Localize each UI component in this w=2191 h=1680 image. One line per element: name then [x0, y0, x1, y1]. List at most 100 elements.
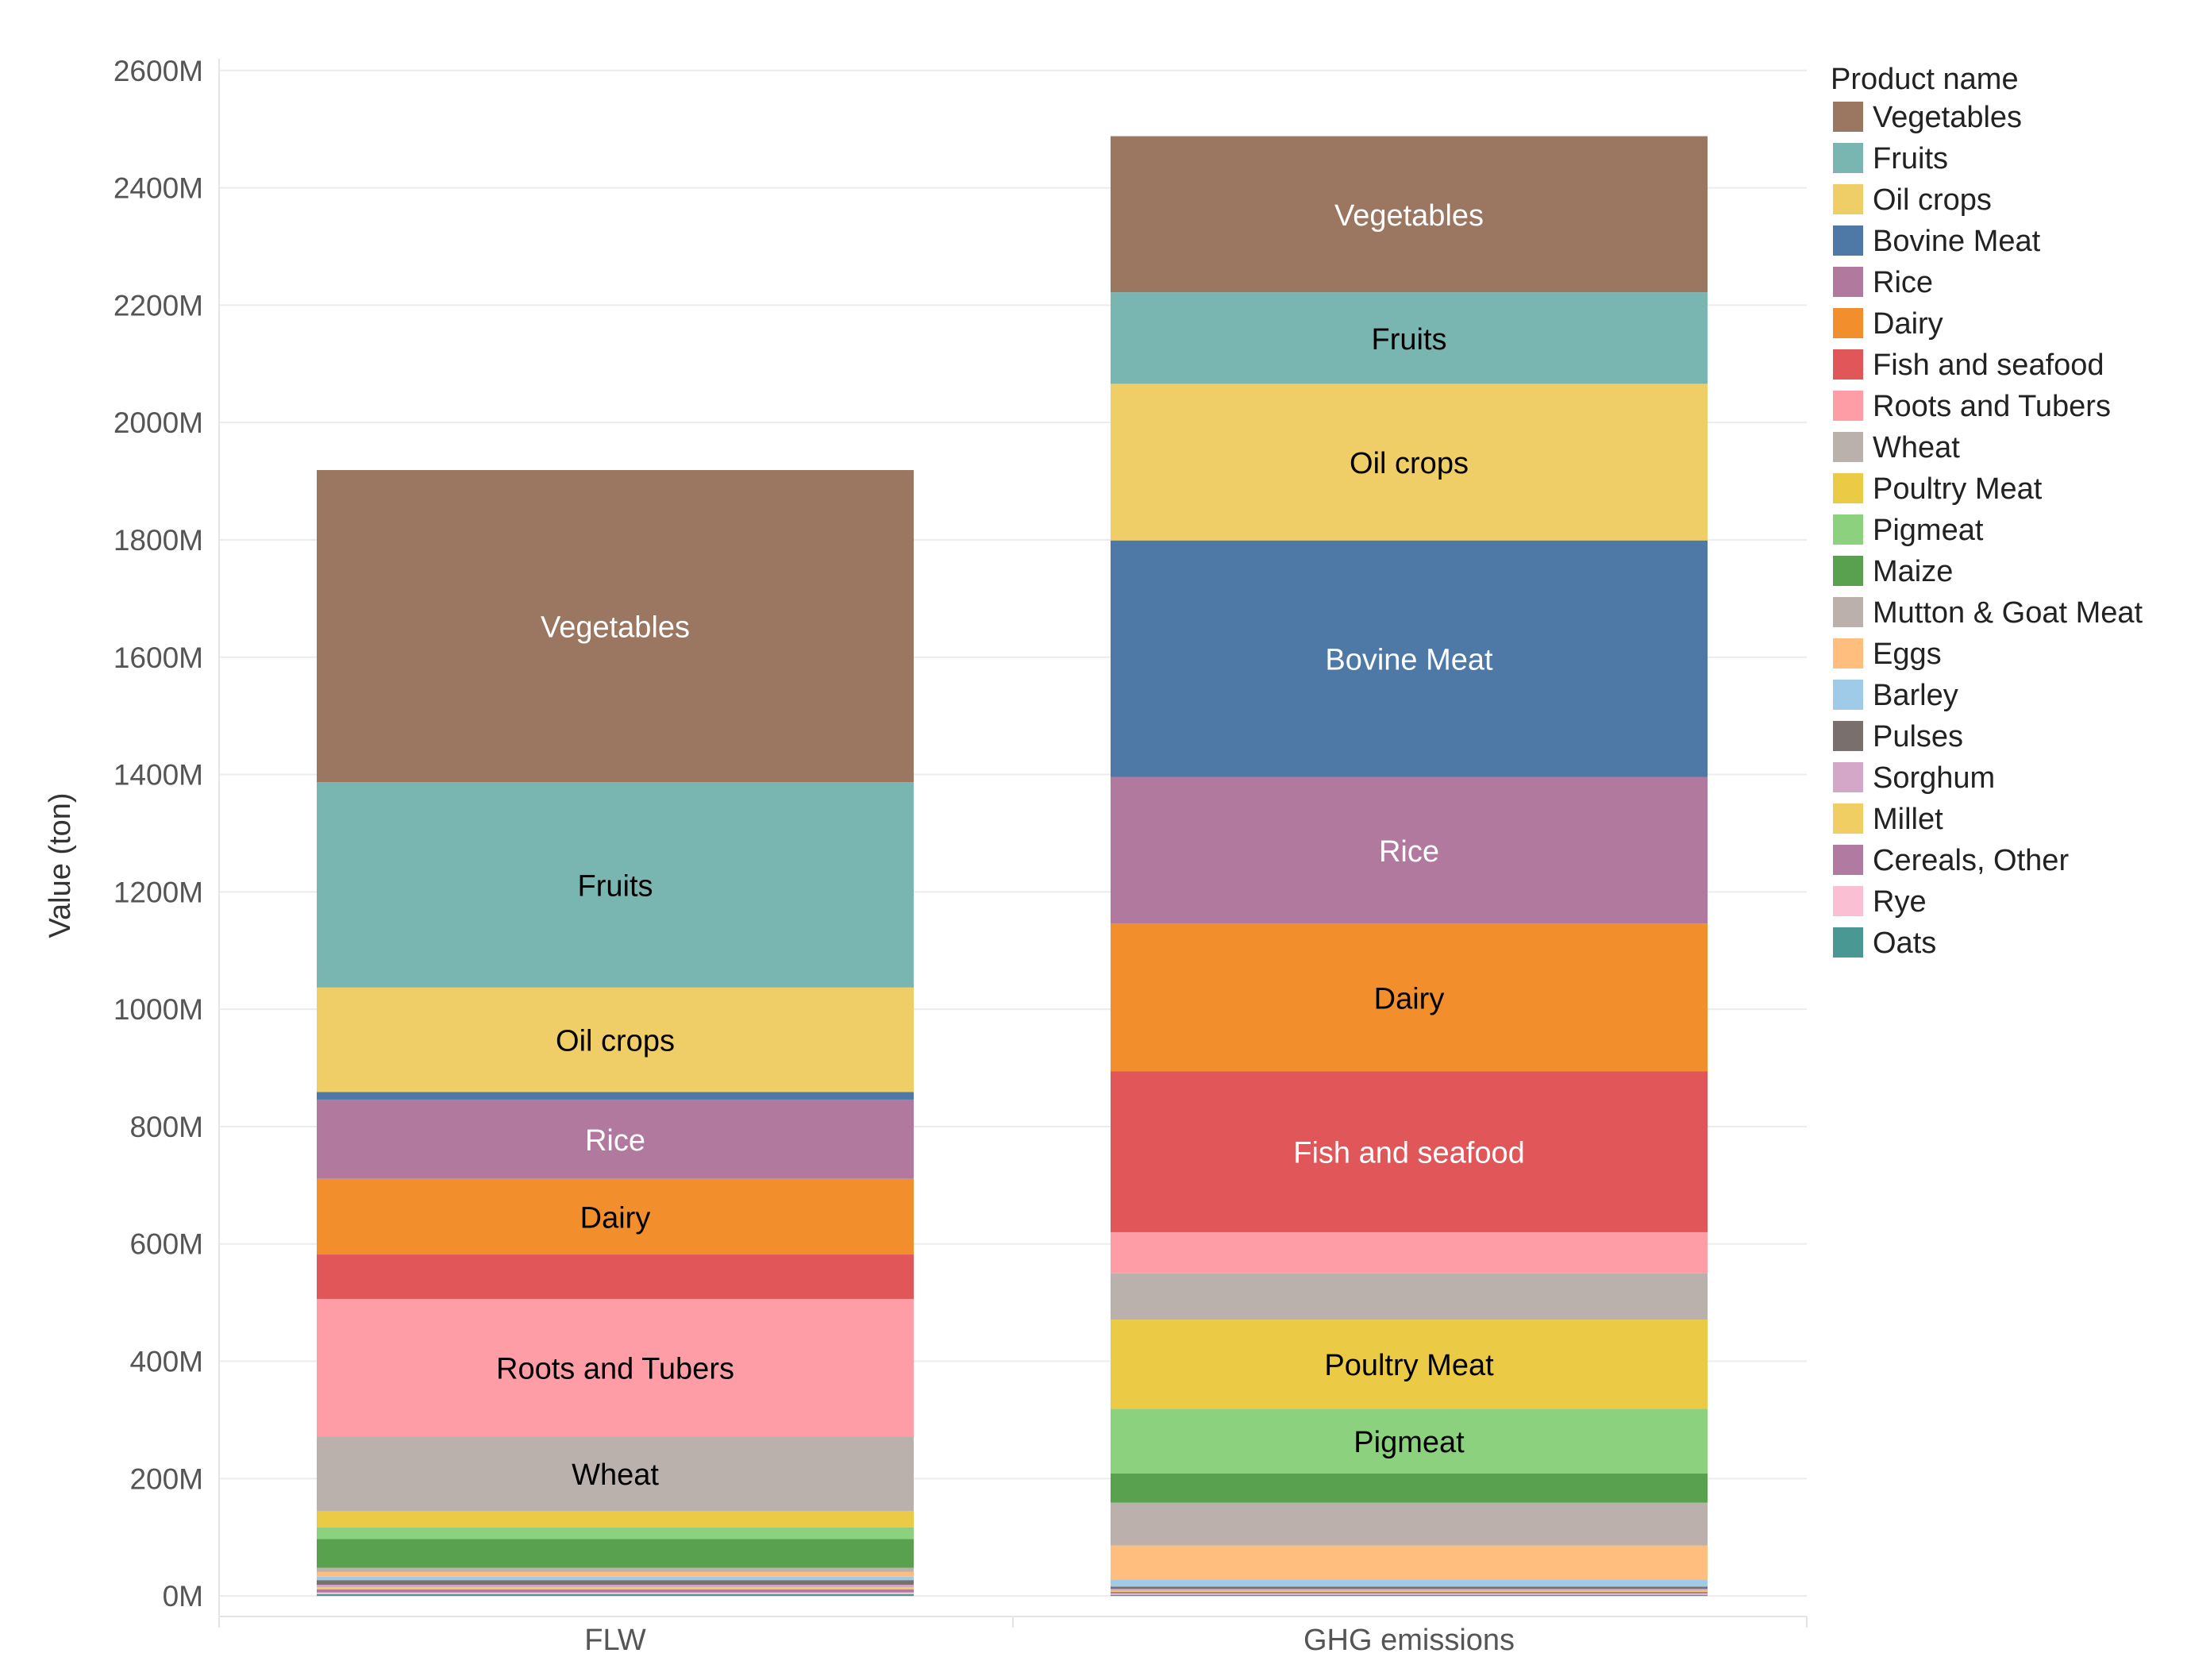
- bar-segment-label: Bovine Meat: [1325, 644, 1493, 677]
- bar-segment-label: Vegetables: [1334, 199, 1484, 233]
- legend-label: Fruits: [1873, 142, 1948, 175]
- bar-segment: [317, 1593, 914, 1597]
- bar-segment: [317, 1527, 914, 1539]
- bar-segment: [1111, 1320, 1708, 1409]
- legend-swatch: [1833, 886, 1863, 916]
- bar-segment: [1111, 1591, 1708, 1594]
- legend-swatch: [1833, 845, 1863, 875]
- bar-segment: [317, 1178, 914, 1255]
- legend-label: Eggs: [1873, 638, 1942, 671]
- bar-segment-label: Pigmeat: [1353, 1426, 1465, 1459]
- bar-segment: [1111, 136, 1708, 293]
- bar-segment-label: Rice: [1379, 835, 1439, 869]
- bar-segment: [317, 1580, 914, 1586]
- y-tick-label: 2000M: [114, 407, 203, 439]
- legend-swatch: [1833, 143, 1863, 173]
- legend-swatch: [1833, 184, 1863, 214]
- legend-label: Oats: [1873, 927, 1936, 960]
- bar-segment: [317, 1436, 914, 1511]
- bar-segment: [317, 987, 914, 1092]
- x-category-label: GHG emissions: [1303, 1624, 1515, 1657]
- bar-segment-label: Fish and seafood: [1293, 1137, 1525, 1170]
- y-tick-label: 600M: [129, 1228, 203, 1261]
- bar-segment: [1111, 1545, 1708, 1580]
- legend-label: Maize: [1873, 555, 1953, 588]
- legend-swatch: [1833, 391, 1863, 421]
- x-category-label: FLW: [584, 1624, 646, 1657]
- bar-segment: [1111, 1071, 1708, 1232]
- bar-segment: [317, 1539, 914, 1568]
- y-tick-label: 1600M: [114, 642, 203, 674]
- bar-segment: [1111, 1594, 1708, 1597]
- bar-segment: [317, 1092, 914, 1100]
- y-tick-label: 1800M: [114, 524, 203, 557]
- y-tick-label: 2200M: [114, 289, 203, 322]
- bar-segment-label: Poultry Meat: [1324, 1349, 1494, 1382]
- bar-segment: [1111, 383, 1708, 541]
- legend-swatch: [1833, 597, 1863, 627]
- bar-segment: [1111, 1231, 1708, 1273]
- legend: Product name Vegetables Fruits Oil crops Bo…: [1831, 63, 2143, 960]
- bar-segment: [317, 1592, 914, 1594]
- bar-segment: [317, 1299, 914, 1437]
- bar-segment: [1111, 292, 1708, 384]
- y-tick-label: 1200M: [114, 876, 203, 908]
- legend-swatch: [1833, 927, 1863, 958]
- legend-swatch: [1833, 473, 1863, 503]
- bar-segment: [317, 1585, 914, 1588]
- y-tick-label: 200M: [129, 1462, 203, 1495]
- bar-segment-label: Oil crops: [1350, 447, 1469, 480]
- legend-label: Fish and seafood: [1873, 349, 2104, 382]
- legend-label: Poultry Meat: [1873, 472, 2043, 506]
- bar-segment: [1111, 540, 1708, 777]
- legend-swatch: [1833, 680, 1863, 710]
- bar-segment: [317, 1571, 914, 1577]
- bar-segment: [1111, 1502, 1708, 1546]
- legend-swatch: [1833, 638, 1863, 669]
- bar-segment: [317, 1099, 914, 1179]
- x-axis: FLW GHG emissions: [218, 1616, 1808, 1657]
- legend-label: Bovine Meat: [1873, 225, 2041, 258]
- legend-label: Sorghum: [1873, 761, 1995, 795]
- legend-label: Rye: [1873, 885, 1927, 919]
- y-tick-label: 1000M: [114, 993, 203, 1026]
- legend-label: Millet: [1873, 803, 1943, 836]
- bar-segment: [317, 1254, 914, 1300]
- bar-segment-label: Fruits: [1372, 323, 1447, 356]
- y-tick-label: 0M: [163, 1580, 203, 1613]
- legend-label: Pulses: [1873, 720, 1963, 753]
- legend-swatch: [1833, 102, 1863, 132]
- bar-segment: [1111, 776, 1708, 924]
- bar-segment: [317, 1589, 914, 1593]
- bar-segment: [1111, 1273, 1708, 1320]
- bar-segment: [317, 1587, 914, 1590]
- bar-segment-label: Vegetables: [541, 611, 690, 645]
- legend-swatch: [1833, 803, 1863, 834]
- legend-title: Product name: [1831, 63, 2019, 96]
- bars: [317, 136, 1708, 1597]
- bar-segment-label: Roots and Tubers: [496, 1353, 734, 1386]
- bar-segment: [317, 1567, 914, 1572]
- bar-segment: [1111, 1590, 1708, 1592]
- bar-segment: [1111, 923, 1708, 1072]
- y-tick-label: 2400M: [114, 172, 203, 205]
- y-tick-label: 2600M: [114, 55, 203, 87]
- legend-label: Wheat: [1873, 431, 1960, 464]
- bar-segment-label: Dairy: [1374, 982, 1445, 1015]
- legend-swatch: [1833, 514, 1863, 545]
- bar-segment: [317, 470, 914, 783]
- legend-label: Dairy: [1873, 307, 1943, 341]
- legend-label: Barley: [1873, 679, 1958, 712]
- legend-label: Pigmeat: [1873, 514, 1984, 547]
- bar-segment-label: Wheat: [572, 1458, 659, 1492]
- legend-label: Mutton & Goat Meat: [1873, 596, 2143, 630]
- legend-swatch: [1833, 267, 1863, 297]
- y-axis-label: Value (ton): [44, 792, 77, 938]
- bar-segment-label: Dairy: [580, 1201, 651, 1235]
- bar-segment: [1111, 1579, 1708, 1587]
- legend-swatch: [1833, 556, 1863, 586]
- bar-segment-label: Oil crops: [556, 1025, 675, 1058]
- y-axis: 0M 200M 400M 600M 800M 1000M 1200M 1400M 1600M 18…: [114, 55, 203, 1613]
- bar-segment: [1111, 1473, 1708, 1503]
